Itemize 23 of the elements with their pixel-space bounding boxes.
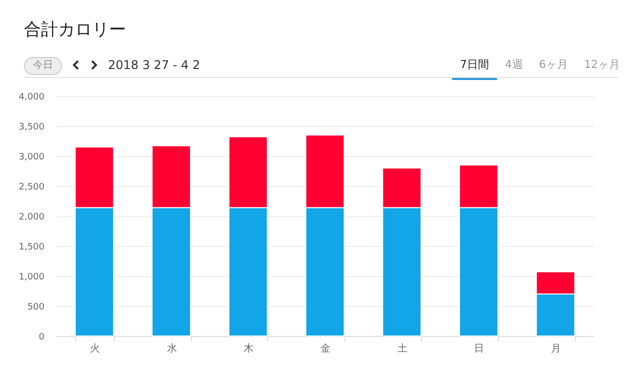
y-tick-label: 3,000 — [18, 152, 45, 162]
text: 今日 — [24, 57, 62, 75]
x-tick-label: 月 — [551, 344, 562, 354]
x-tick-label: 土 — [397, 342, 408, 354]
y-tick-label: 2,500 — [18, 182, 45, 192]
chart-title: 合計カロリー — [24, 19, 126, 41]
x-tick-label: 火 — [90, 342, 100, 354]
y-tick-label: 2,000 — [18, 212, 45, 222]
x-tick-label: 木 — [244, 342, 254, 354]
text: 7日間 — [452, 57, 497, 80]
y-tick-label: 1,000 — [18, 272, 45, 282]
y-tick-label: 4,000 — [18, 92, 45, 102]
x-tick-label: 日 — [474, 344, 484, 354]
y-tick-label: 3,500 — [18, 122, 45, 132]
text: 6ヶ月 — [538, 57, 569, 73]
x-tick-label: 水 — [166, 342, 177, 354]
chart-subtitle: 2018 3 27 - 4 2 — [108, 58, 200, 72]
y-tick-label: 1,500 — [18, 242, 45, 252]
y-tick-label: 500 — [27, 302, 45, 312]
x-tick-label: 金 — [320, 342, 330, 354]
y-tick-label: 0 — [38, 332, 45, 342]
text: 4週 — [504, 57, 524, 73]
text: 12ヶ月 — [583, 57, 621, 73]
